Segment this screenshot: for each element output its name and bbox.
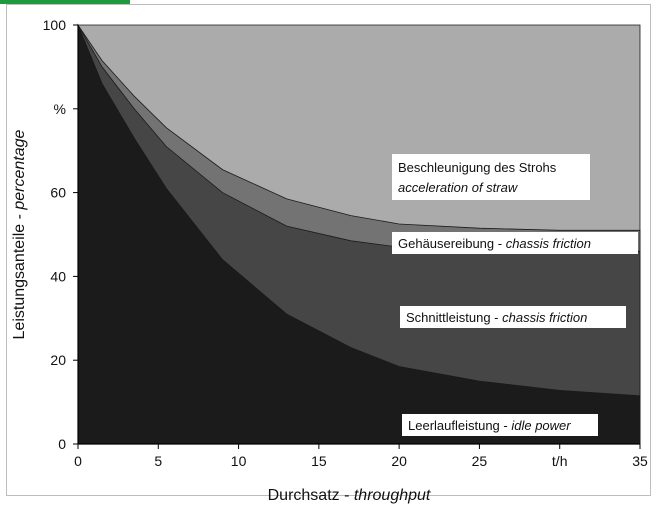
y-tick-label: % [54, 101, 66, 117]
y-tick-label: 20 [50, 352, 66, 368]
x-tick-label: 5 [154, 453, 162, 469]
x-axis-title: Durchsatz - throughput [268, 487, 431, 504]
y-tick-label: 100 [43, 17, 67, 33]
axes [77, 25, 640, 445]
area-leerlaufleistung [77, 24, 641, 445]
label-line-main: Beschleunigung des Strohs [398, 160, 557, 175]
label-box [392, 232, 638, 254]
label-text: Schnittleistung - chassis friction [406, 310, 587, 325]
area-layers [77, 23, 641, 445]
label-line-italic: acceleration of straw [398, 180, 519, 195]
x-tick-label: 15 [311, 453, 327, 469]
label-beschleunigung-des-strohs: Beschleunigung des Strohs acceleration of… [392, 154, 590, 200]
x-tick-label: t/h [552, 453, 568, 469]
label-box [400, 306, 626, 328]
label-text: Leerlaufleistung - idle power [408, 418, 571, 433]
label-schnittleistung: Schnittleistung - chassis friction [400, 306, 626, 328]
y-tick-label: 40 [50, 268, 66, 284]
series-labels: Beschleunigung des Strohs acceleration of… [392, 154, 638, 436]
y-tick-label: 60 [50, 185, 66, 201]
label-text: Gehäusereibung - chassis friction [398, 236, 591, 251]
x-tick-label: 20 [391, 453, 407, 469]
y-tick-label: 0 [58, 436, 66, 452]
y-tick-labels: 0 20 40 60% 100 [43, 17, 78, 452]
label-leerlaufleistung: Leerlaufleistung - idle power [402, 414, 598, 436]
label-box [392, 154, 590, 200]
accent-bar [0, 0, 130, 4]
y-axis-title: Leistungsanteile - percentage [11, 129, 28, 339]
label-box [402, 414, 598, 436]
x-tick-labels: 0 5 10 15 20 25 t/h 35 [74, 444, 648, 469]
x-tick-label: 25 [472, 453, 488, 469]
x-tick-label: 0 [74, 453, 82, 469]
label-gehäusereibung: Gehäusereibung - chassis friction [392, 232, 638, 254]
x-tick-label: 35 [632, 453, 648, 469]
x-tick-label: 10 [231, 453, 247, 469]
